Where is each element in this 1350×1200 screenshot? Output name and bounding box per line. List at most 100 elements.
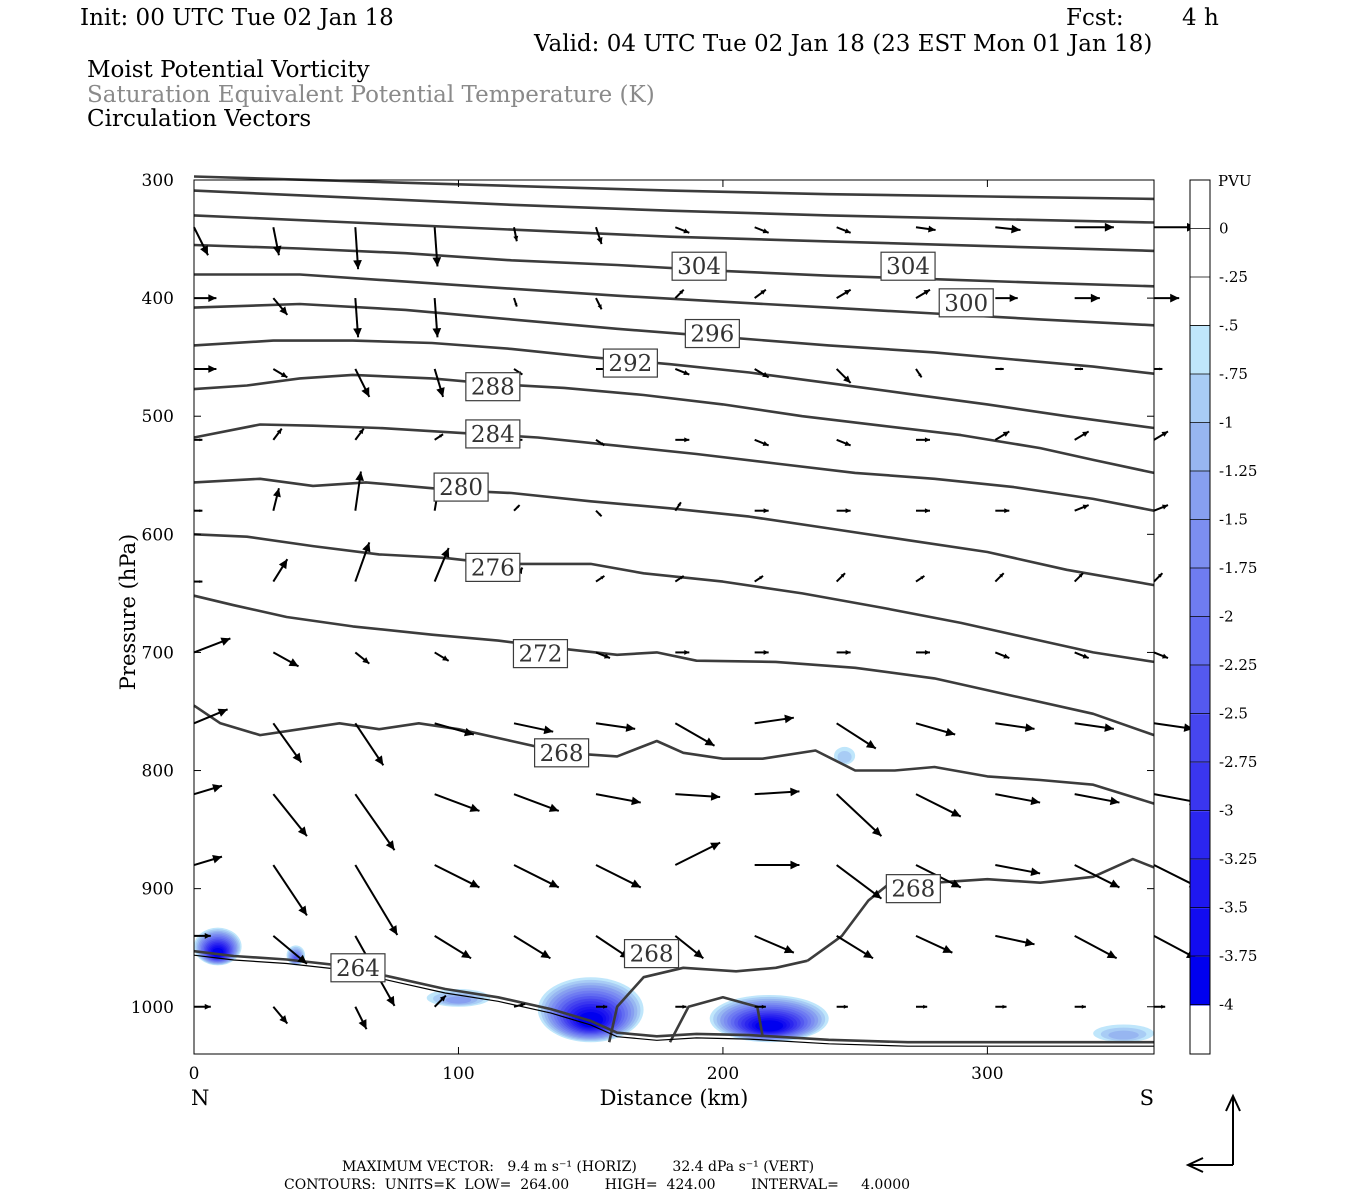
- colorbar-bin: [1190, 956, 1210, 1006]
- wind-vector-head: [683, 228, 690, 234]
- colorbar-label: 0: [1219, 220, 1229, 238]
- wind-vector-head: [292, 752, 302, 763]
- wind-vector-head: [924, 649, 930, 655]
- contour-line-276: [193, 533, 1155, 664]
- contour-label: 272: [518, 642, 562, 668]
- colorbar-label: -.75: [1219, 365, 1248, 383]
- wind-vector-head: [432, 257, 442, 267]
- wind-vector-head: [843, 1004, 848, 1009]
- contour-label: 284: [471, 422, 515, 448]
- wind-vector-head: [1161, 504, 1168, 510]
- contour-info-note: CONTOURS: UNITS=K LOW= 264.00 HIGH= 424.…: [284, 1177, 911, 1193]
- colorbar-bin: [1190, 859, 1210, 909]
- wind-vector-head: [514, 302, 518, 307]
- wind-vector-head: [276, 428, 282, 435]
- wind-vector-head: [1090, 293, 1100, 303]
- wind-vector-head: [790, 860, 800, 870]
- wind-vector-head: [924, 437, 930, 443]
- wind-vector-head: [631, 796, 641, 806]
- wind-vector-head: [1104, 222, 1114, 232]
- y-tick-label: 300: [142, 171, 174, 191]
- colorbar-label: -3.75: [1219, 947, 1257, 965]
- wind-vector-head: [1082, 504, 1089, 510]
- wind-vector-head: [469, 803, 480, 812]
- colorbar-bin: [1190, 908, 1210, 957]
- wind-vector-head: [924, 508, 930, 514]
- wind-vector-head: [761, 1004, 766, 1009]
- wind-vector-head: [784, 714, 794, 724]
- wind-vector-head: [1161, 653, 1168, 659]
- contour-line-292: [193, 339, 1155, 430]
- contour-line-268: [193, 704, 1155, 805]
- colorbar-label: -3.5: [1219, 899, 1248, 917]
- wind-vector-head: [598, 513, 602, 517]
- contour-label: 280: [439, 475, 483, 501]
- wind-vector-head: [845, 508, 851, 514]
- wind-vector-head: [1082, 431, 1089, 437]
- contour-label-box: [684, 318, 740, 349]
- north-label: N: [191, 1086, 209, 1110]
- wind-vector-head: [273, 488, 281, 498]
- wind-vector-head: [208, 294, 217, 303]
- wind-vector-head: [928, 225, 936, 233]
- contour-line-304: [193, 243, 1155, 288]
- contour-line-268: [806, 857, 1155, 962]
- wind-vector-head: [1106, 950, 1117, 959]
- x-tick-label: 0: [189, 1064, 200, 1084]
- contour-label-box: [465, 419, 521, 449]
- wind-vector-head: [945, 727, 956, 737]
- wind-vector-head: [1081, 1004, 1086, 1009]
- wind-vector-head: [516, 505, 520, 509]
- colorbar-bin: [1190, 714, 1210, 763]
- contour-label-box: [465, 372, 521, 402]
- wind-vector-head: [278, 559, 288, 570]
- wind-vector-head: [297, 954, 307, 964]
- wind-vector-head: [684, 437, 690, 443]
- pv-blob: [1108, 1030, 1139, 1040]
- colorbar-label: -4: [1219, 996, 1234, 1014]
- axes: 300 400 500 600 700 800 900 1000 0 100 200 300 Dista…: [116, 171, 1154, 1110]
- wind-vector-head: [918, 373, 922, 378]
- wind-vector-head: [279, 306, 288, 315]
- contour-line-268: [607, 959, 808, 1043]
- contour-label-box: [330, 953, 386, 983]
- pv-blob: [837, 751, 852, 763]
- wind-vector-head: [208, 365, 217, 373]
- wind-vector-head: [1082, 653, 1089, 659]
- wind-vector-head: [353, 328, 362, 338]
- x-tick-label: 300: [971, 1064, 1003, 1084]
- y-tick-label: 500: [142, 407, 174, 427]
- wind-vector-head: [442, 655, 449, 661]
- wind-vector-head: [762, 228, 769, 234]
- wind-vector-head: [597, 304, 602, 310]
- wind-vector-head: [596, 237, 603, 245]
- contour-label: 288: [471, 375, 515, 401]
- wind-vector-head: [1183, 723, 1194, 732]
- colorbar-bin: [1190, 471, 1210, 520]
- wind-vector-head: [1104, 723, 1114, 732]
- y-tick-label: 400: [142, 289, 174, 309]
- colorbar-bin: [1190, 617, 1210, 666]
- colorbar-label: -2.25: [1219, 656, 1257, 674]
- wind-vector-head: [1024, 723, 1035, 732]
- contour-line-288: [193, 373, 1155, 475]
- init-time: Init: 00 UTC Tue 02 Jan 18: [80, 5, 394, 31]
- wind-vector-head: [358, 1019, 367, 1030]
- wind-vector-head: [297, 826, 307, 837]
- wind-vector-head: [361, 386, 370, 397]
- contour-line-308: [193, 214, 1155, 253]
- colorbar-label: -1.25: [1219, 462, 1257, 480]
- wind-vector-head: [432, 328, 442, 338]
- wind-vector-head: [710, 792, 721, 801]
- contour-line-312: [193, 189, 1155, 224]
- contour-line-316: [193, 175, 1155, 201]
- colorbar-label: -1: [1219, 414, 1234, 432]
- wind-vector-head: [543, 725, 554, 735]
- wind-vector-head: [923, 289, 930, 296]
- south-label: S: [1140, 1086, 1154, 1110]
- theta-es-contours: [193, 175, 1155, 1047]
- contour-label: 276: [471, 555, 515, 581]
- wind-vector-head: [464, 727, 474, 737]
- y-tick-label: 1000: [131, 998, 174, 1018]
- plot-frame: [193, 179, 1155, 1055]
